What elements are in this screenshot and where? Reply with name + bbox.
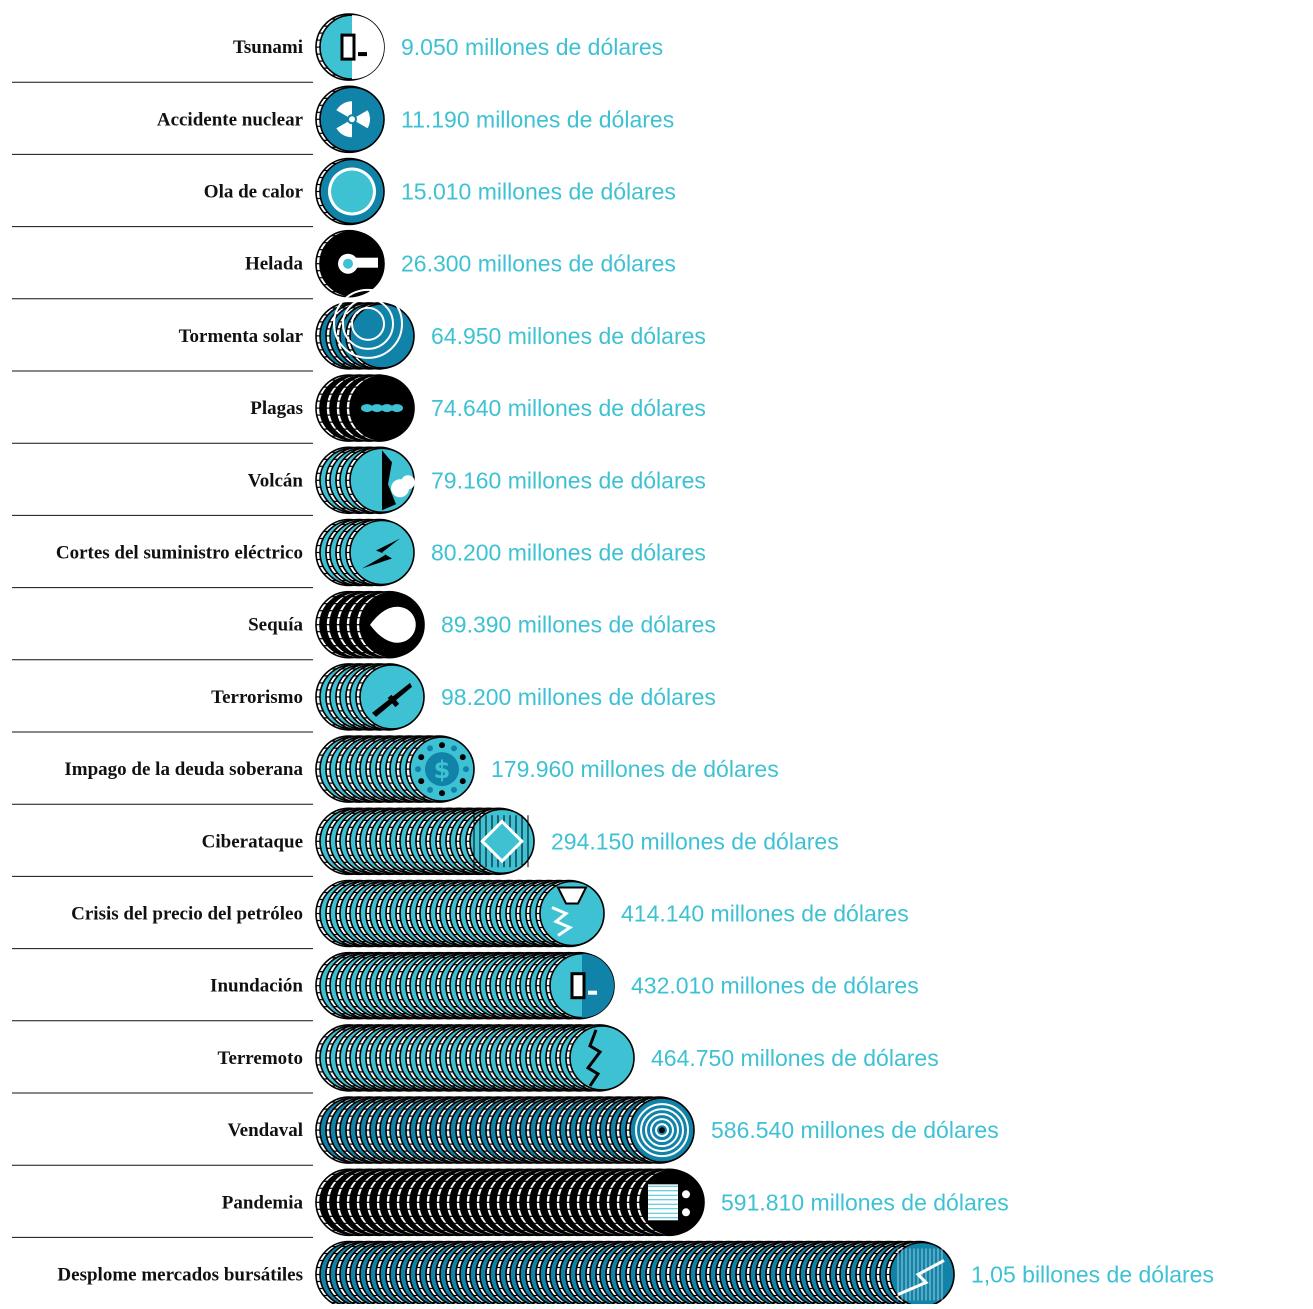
coin-stack	[315, 1240, 955, 1309]
coin-face	[539, 880, 605, 947]
category-label: Volcán	[248, 470, 304, 491]
value-label: 74.640 millones de dólares	[431, 395, 706, 421]
chart-row: Pandemia 591.810 millones de dólares	[222, 1168, 1009, 1237]
category-label: Inundación	[210, 976, 303, 997]
category-label: Plagas	[250, 398, 303, 419]
value-label: 591.810 millones de dólares	[721, 1189, 1009, 1215]
building-wave-icon	[340, 15, 384, 80]
value-label: 586.540 millones de dólares	[711, 1117, 999, 1143]
category-label: Terremoto	[218, 1048, 303, 1069]
value-label: 11.190 millones de dólares	[401, 106, 674, 132]
category-label: Vendaval	[228, 1120, 303, 1141]
coin-stack	[315, 518, 415, 587]
category-label: Accidente nuclear	[157, 109, 304, 130]
chart-row: Volcán 79.160 millones de dólares	[248, 446, 706, 515]
value-label: 80.200 millones de dólares	[431, 540, 706, 566]
chart-row: Impago de la deuda soberana $179.960 mill…	[64, 735, 779, 803]
category-label: Sequía	[248, 615, 303, 636]
chart-row: Terrorismo 98.200 millones de dólares	[211, 663, 716, 731]
chart-row: Vendaval 586.540 millones de dólares	[228, 1096, 999, 1164]
thermometer-icon	[338, 253, 378, 274]
category-label: Tsunami	[233, 37, 303, 58]
value-label: 15.010 millones de dólares	[401, 179, 676, 205]
svg-text:$: $	[434, 756, 451, 784]
radiation-icon	[336, 101, 370, 138]
coin-stack	[315, 735, 475, 803]
value-label: 98.200 millones de dólares	[441, 684, 716, 710]
stock-crash-icon	[897, 1248, 945, 1301]
locust-icon	[361, 404, 403, 413]
chart-row: Cortes del suministro eléctrico 80.200 mi…	[56, 518, 706, 587]
chart-row: Inundación 432.010 millones de dólares	[210, 951, 919, 1020]
value-label: 79.160 millones de dólares	[431, 467, 706, 493]
rifle-icon	[372, 682, 412, 717]
volcano-icon	[382, 450, 415, 511]
value-label: 1,05 billones de dólares	[971, 1262, 1214, 1288]
chart-row: Sequía 89.390 millones de dólares	[248, 590, 716, 659]
dollar-coins-icon: $	[415, 742, 469, 797]
chart-row: Desplome mercados bursátiles 1,05 billone…	[57, 1240, 1214, 1309]
coin-stack	[315, 374, 415, 442]
chart-row: Terremoto 464.750 millones de dólares	[218, 1024, 939, 1092]
value-label: 414.140 millones de dólares	[621, 901, 909, 927]
value-label: 432.010 millones de dólares	[631, 973, 919, 999]
value-label: 64.950 millones de dólares	[431, 323, 706, 349]
category-label: Helada	[245, 254, 304, 275]
category-label: Crisis del precio del petróleo	[71, 904, 303, 925]
chart-row: Tsunami 9.050 millones de dólares	[233, 13, 663, 81]
chart-row: Accidente nuclear 11.190 millones de dóla…	[157, 85, 674, 154]
value-label: 26.300 millones de dólares	[401, 251, 676, 277]
solar-flare-icon	[333, 288, 403, 359]
hurricane-icon	[635, 1103, 689, 1158]
circuit-icon	[473, 815, 529, 868]
chart-row: Crisis del precio del petróleo 414.140 mi…	[71, 879, 909, 948]
chart-row: Ola de calor 15.010 millones de dólares	[204, 157, 676, 226]
coin-face	[569, 1025, 635, 1091]
category-label: Ola de calor	[204, 182, 304, 203]
oil-derrick-icon	[551, 886, 588, 937]
coin-stack	[315, 1096, 695, 1164]
flooded-building-icon	[570, 953, 614, 1018]
coin-stack	[315, 1168, 705, 1237]
category-label: Tormenta solar	[179, 326, 304, 347]
coin-stack	[315, 951, 615, 1020]
value-label: 179.960 millones de dólares	[491, 756, 779, 782]
chart-row: Helada 26.300 millones de dólares	[245, 229, 676, 298]
coin-stack	[315, 1024, 635, 1092]
sun-icon	[328, 167, 376, 216]
category-label: Ciberataque	[202, 831, 303, 852]
category-label: Impago de la deuda soberana	[64, 759, 303, 780]
drop-icon	[370, 606, 416, 643]
category-label: Desplome mercados bursátiles	[57, 1265, 303, 1286]
coin-stack	[315, 663, 425, 731]
category-label: Cortes del suministro eléctrico	[56, 543, 303, 564]
chart-row: Ciberataque 294.150 millones de dólares	[202, 807, 839, 876]
value-label: 9.050 millones de dólares	[401, 34, 663, 60]
category-label: Terrorismo	[211, 687, 303, 708]
chart-row: Plagas 74.640 millones de dólares	[250, 374, 706, 442]
value-label: 464.750 millones de dólares	[651, 1045, 939, 1071]
category-label: Pandemia	[222, 1192, 304, 1213]
coin-face	[349, 303, 415, 369]
value-label: 89.390 millones de dólares	[441, 612, 716, 638]
crack-icon	[585, 1029, 603, 1087]
chart-row: Tormenta solar 64.950 millones de dólares	[179, 288, 706, 370]
value-label: 294.150 millones de dólares	[551, 828, 839, 854]
virus-face-icon	[648, 1184, 690, 1221]
